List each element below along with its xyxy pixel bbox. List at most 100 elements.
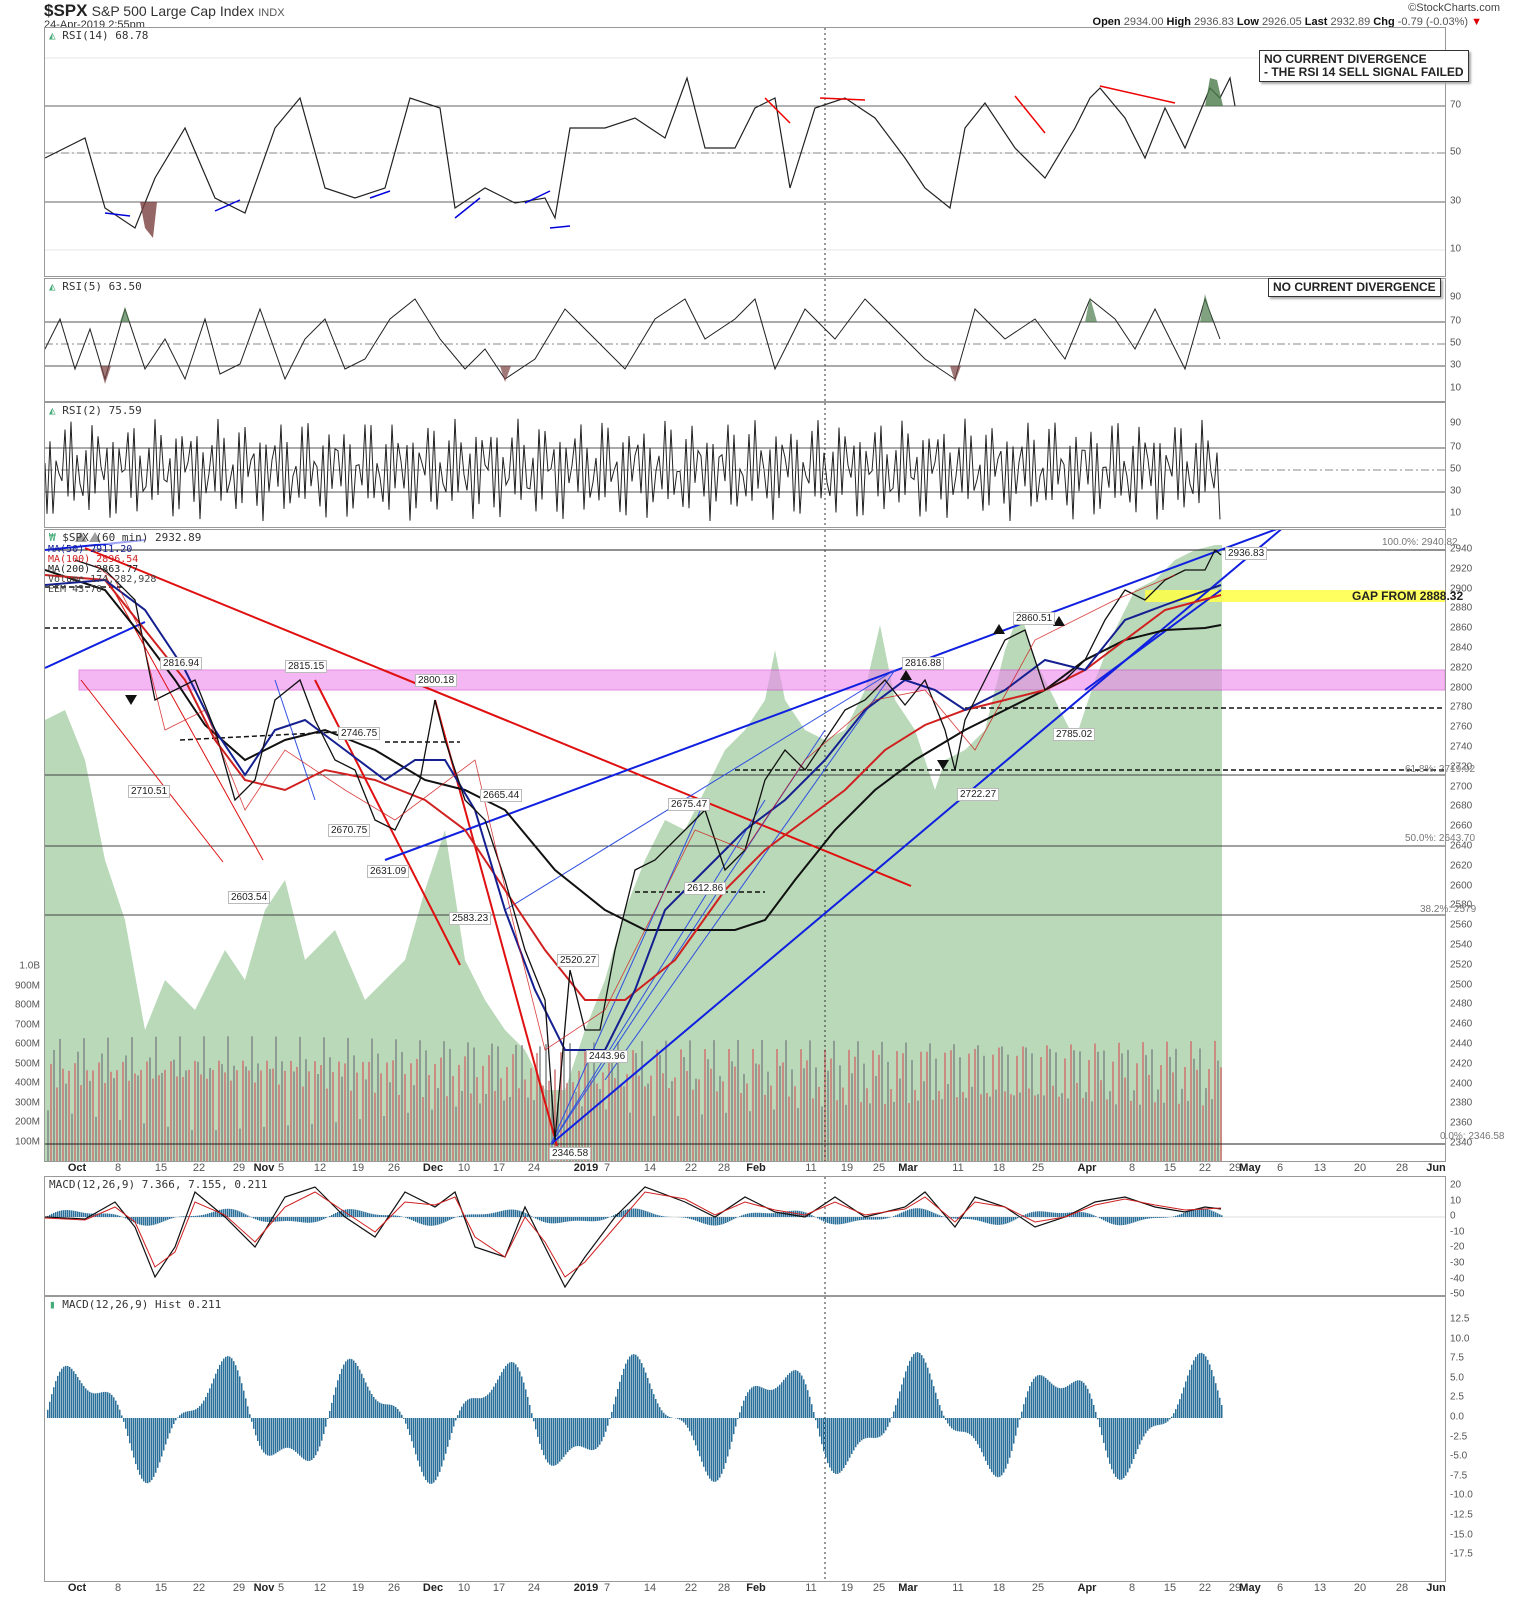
- exchange: INDX: [258, 7, 285, 19]
- fib-label: 50.0%: 2643.70: [1405, 833, 1476, 844]
- open-label: Open: [1092, 16, 1121, 28]
- price-panel: ₩ $SPX (60 min) 2932.89: [44, 529, 1446, 1162]
- x-tick: 14: [643, 1582, 657, 1594]
- x-tick: Oct: [67, 1162, 87, 1174]
- price-annotation: 2631.09: [367, 865, 410, 878]
- axis-tick: 2820: [1450, 662, 1473, 674]
- x-tick: 10: [457, 1162, 471, 1174]
- ma50-legend: MA(50) 2911.20: [48, 544, 133, 555]
- x-tick: 19: [840, 1162, 854, 1174]
- x-tick: 22: [1198, 1162, 1212, 1174]
- price-annotation: 2612.86: [684, 882, 727, 895]
- x-tick: 15: [154, 1162, 168, 1174]
- volume-legend: Volume 174,282,928: [48, 574, 157, 585]
- x-tick: 6: [1276, 1162, 1284, 1174]
- axis-tick: 7.5: [1450, 1352, 1464, 1364]
- macd-hist-label: ▮ MACD(12,26,9) Hist 0.211: [49, 1298, 222, 1311]
- chg-value: -0.79 (-0.03%): [1397, 16, 1469, 28]
- axis-tick: 2520: [1450, 959, 1473, 971]
- price-annotation: 2583.23: [449, 912, 492, 925]
- axis-tick: 2900: [1450, 583, 1473, 595]
- rsi2-label: ◭ RSI(2) 75.59: [49, 404, 142, 417]
- price-annotation: 2816.94: [160, 657, 203, 670]
- axis-tick: 2560: [1450, 919, 1473, 931]
- x-tick: 8: [114, 1582, 122, 1594]
- price-annotation: 2800.18: [415, 674, 458, 687]
- x-tick: Dec: [422, 1162, 444, 1174]
- axis-tick: 2420: [1450, 1058, 1473, 1070]
- x-tick: 12: [313, 1582, 327, 1594]
- axis-tick: 2400: [1450, 1078, 1473, 1090]
- x-tick: 17: [492, 1162, 506, 1174]
- last-value: 2932.89: [1330, 16, 1371, 28]
- axis-tick: 2340: [1450, 1137, 1473, 1149]
- ma200-legend: MA(200) 2863.77: [48, 564, 139, 575]
- x-tick: 15: [1163, 1162, 1177, 1174]
- axis-tick: 500M: [14, 1058, 40, 1069]
- x-tick: 28: [717, 1582, 731, 1594]
- x-tick: 13: [1313, 1162, 1327, 1174]
- x-tick: Jun: [1426, 1162, 1446, 1174]
- axis-tick: 2360: [1450, 1117, 1473, 1129]
- x-tick: Apr: [1077, 1582, 1097, 1594]
- axis-tick: 700M: [14, 1019, 40, 1030]
- price-annotation: 2670.75: [328, 824, 371, 837]
- price-annotation: 2520.27: [557, 954, 600, 967]
- x-tick: Nov: [253, 1162, 275, 1174]
- price-annotation: 2936.83: [1225, 547, 1268, 560]
- axis-tick: 2480: [1450, 998, 1473, 1010]
- rsi14-plot: [45, 28, 1445, 276]
- axis-tick: 400M: [14, 1077, 40, 1089]
- x-tick: 22: [192, 1582, 206, 1594]
- axis-tick: 300M: [14, 1097, 40, 1108]
- price-label: ₩ $SPX (60 min) 2932.89: [49, 531, 202, 544]
- ohlc-bar: Open 2934.00 High 2936.83 Low 2926.05 La…: [1093, 16, 1482, 28]
- x-tick: 7: [603, 1162, 611, 1174]
- x-tick: 22: [1198, 1582, 1212, 1594]
- x-tick: 8: [114, 1162, 122, 1174]
- axis-tick: -15.0: [1450, 1529, 1473, 1541]
- x-tick: 28: [717, 1162, 731, 1174]
- rsi2-panel: ◭ RSI(2) 75.59: [44, 402, 1446, 528]
- axis-tick: -2.5: [1450, 1431, 1468, 1443]
- rsi5-panel: ◭ RSI(5) 63.50: [44, 278, 1446, 402]
- x-tick: 24: [527, 1162, 541, 1174]
- rsi5-note: NO CURRENT DIVERGENCE: [1268, 278, 1441, 297]
- axis-tick: 2920: [1450, 563, 1473, 575]
- fib-label: 100.0%: 2940.82: [1382, 537, 1458, 548]
- axis-tick: -40: [1450, 1273, 1465, 1285]
- x-tick: 25: [1031, 1582, 1045, 1594]
- axis-tick: -7.5: [1450, 1470, 1468, 1482]
- x-tick: May: [1239, 1162, 1261, 1174]
- high-label: High: [1166, 16, 1191, 28]
- x-tick: 13: [1313, 1582, 1327, 1594]
- x-tick: 29: [232, 1582, 246, 1594]
- eem-legend: EEM 43.70: [48, 584, 103, 595]
- axis-tick: 2600: [1450, 880, 1473, 892]
- x-tick: 28: [1395, 1582, 1409, 1594]
- x-tick: 2019: [573, 1162, 599, 1174]
- x-tick: 5: [277, 1582, 285, 1594]
- rsi14-panel: ◭ RSI(14) 68.78: [44, 27, 1446, 277]
- x-tick: 8: [1128, 1582, 1136, 1594]
- axis-tick: 10: [1450, 1195, 1462, 1207]
- gap-note: GAP FROM 2888.32: [1352, 589, 1464, 603]
- price-annotation: 2815.15: [285, 660, 328, 673]
- axis-tick: -20: [1450, 1241, 1465, 1253]
- axis-tick: 2840: [1450, 642, 1473, 654]
- price-plot: [45, 530, 1445, 1161]
- macd-label: MACD(12,26,9) 7.366, 7.155, 0.211: [49, 1178, 268, 1191]
- x-tick: 22: [684, 1582, 698, 1594]
- brand: ©StockCharts.com: [1408, 2, 1500, 14]
- axis-tick: 2540: [1450, 939, 1473, 951]
- x-tick: 26: [387, 1162, 401, 1174]
- x-tick: 19: [351, 1162, 365, 1174]
- axis-tick: -10: [1450, 1226, 1465, 1238]
- fib-label: 61.8%: 2719.92: [1405, 764, 1476, 775]
- axis-tick: -10.0: [1450, 1489, 1473, 1501]
- x-tick: 19: [351, 1582, 365, 1594]
- x-tick: 10: [457, 1582, 471, 1594]
- price-annotation: 2665.44: [480, 789, 523, 802]
- x-tick: 26: [387, 1582, 401, 1594]
- macd-hist-plot: [47, 1297, 1223, 1581]
